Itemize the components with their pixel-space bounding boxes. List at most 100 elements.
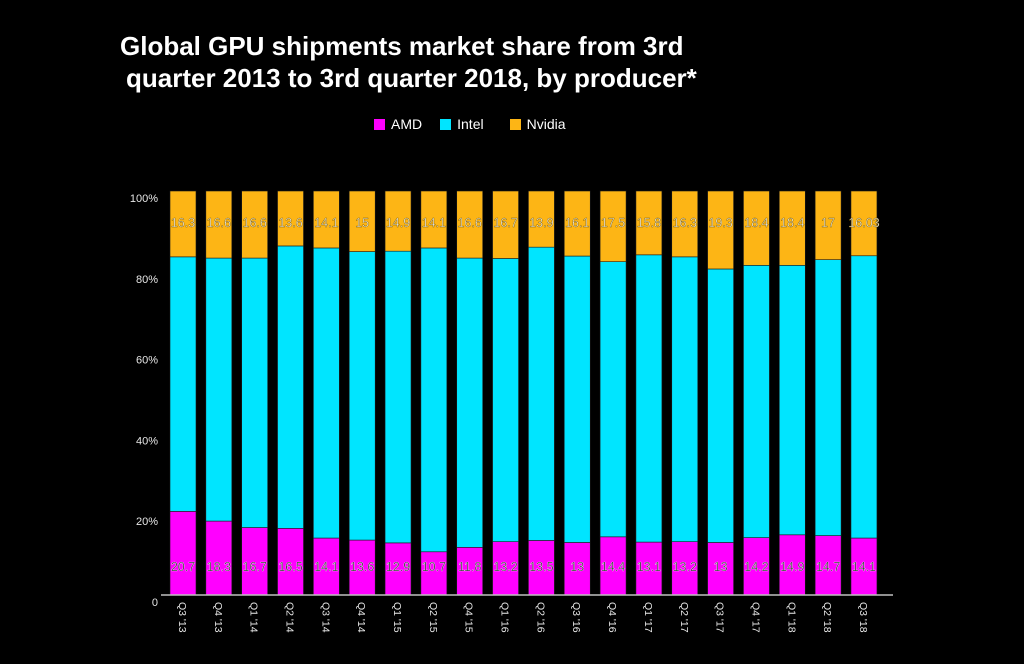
bar-amd-q3-17[interactable] — [707, 542, 734, 596]
bar-amd-q3-18[interactable] — [850, 537, 878, 596]
bar-nvidia-q4-14[interactable] — [348, 190, 376, 252]
y-tick-label-0: 0 — [152, 597, 158, 609]
bar-intel-q4-14[interactable] — [348, 251, 376, 541]
bar-group-q3-16 — [563, 190, 591, 596]
data-label-amd-q4-16: 14.4 — [601, 560, 625, 574]
data-label-nvidia-q3-14: 14.1 — [314, 216, 338, 230]
legend-item-nvidia[interactable]: Nvidia — [509, 116, 566, 132]
bar-nvidia-q1-16[interactable] — [492, 190, 519, 259]
bar-group-q4-13 — [205, 190, 233, 596]
bar-intel-q3-17[interactable] — [707, 268, 734, 543]
bar-nvidia-q2-18[interactable] — [814, 190, 842, 260]
bar-amd-q3-14[interactable] — [313, 537, 340, 596]
bar-intel-q2-15[interactable] — [420, 247, 448, 553]
legend-label-nvidia: Nvidia — [526, 116, 566, 132]
legend-item-intel[interactable]: Intel — [440, 116, 484, 132]
bar-intel-q2-17[interactable] — [671, 256, 699, 542]
bar-intel-q2-18[interactable] — [814, 259, 842, 536]
bar-nvidia-q4-17[interactable] — [743, 190, 770, 266]
data-label-nvidia-q2-18: 17 — [821, 216, 835, 230]
bar-nvidia-q3-18[interactable] — [850, 190, 878, 257]
x-tick-label-q4-16: Q4 '16 — [606, 602, 618, 633]
bar-intel-q2-16[interactable] — [528, 246, 555, 541]
data-label-nvidia-q2-17: 16.3 — [673, 216, 697, 230]
x-tick-label-q1-18: Q1 '18 — [785, 602, 797, 633]
data-label-amd-q2-18: 14.7 — [816, 560, 840, 574]
bar-intel-q1-15[interactable] — [384, 250, 412, 544]
legend-label-amd: AMD — [391, 116, 423, 132]
bar-nvidia-q1-14[interactable] — [241, 190, 268, 259]
bar-intel-q4-17[interactable] — [743, 265, 770, 538]
x-tick-label-q2-14: Q2 '14 — [284, 602, 296, 633]
bar-intel-q3-18[interactable] — [850, 255, 878, 539]
bar-intel-q4-15[interactable] — [456, 257, 484, 548]
legend-label-intel: Intel — [457, 116, 484, 132]
bar-nvidia-q2-16[interactable] — [528, 190, 555, 248]
data-label-amd-q1-14: 16.7 — [243, 560, 267, 574]
data-label-nvidia-q1-18: 18.4 — [780, 216, 804, 230]
bar-group-q1-15 — [384, 190, 412, 596]
bar-amd-q4-16[interactable] — [599, 536, 627, 596]
bar-group-q3-17 — [707, 190, 734, 596]
data-label-nvidia-q2-16: 13.9 — [529, 216, 553, 230]
bar-group-q4-17 — [743, 190, 770, 596]
legend-swatch-intel — [440, 118, 452, 130]
bar-intel-q4-13[interactable] — [205, 257, 233, 522]
x-tick-label-q3-18: Q3 '18 — [857, 602, 869, 633]
bar-intel-q3-16[interactable] — [563, 255, 591, 543]
bar-group-q3-18 — [850, 190, 878, 596]
bar-intel-q1-17[interactable] — [635, 254, 663, 543]
bar-amd-q1-17[interactable] — [635, 541, 663, 596]
x-tick-label-q3-16: Q3 '16 — [570, 602, 582, 633]
x-tick-label-q2-17: Q2 '17 — [678, 602, 690, 633]
bar-group-q3-14 — [313, 190, 340, 596]
data-label-nvidia-q1-15: 14.9 — [386, 216, 410, 230]
bar-nvidia-q4-15[interactable] — [456, 190, 484, 259]
data-label-amd-q3-14: 14.1 — [314, 560, 338, 574]
x-axis: Q3 '13 Q4 '13 Q1 '14 Q2 '14 Q3 '14 Q4 '14 Q1 '… — [176, 602, 869, 633]
bar-intel-q1-14[interactable] — [241, 257, 268, 528]
data-label-nvidia-q3-16: 16.1 — [565, 216, 589, 230]
bar-nvidia-q3-16[interactable] — [563, 190, 591, 257]
bar-intel-q1-16[interactable] — [492, 258, 519, 542]
bar-group-q4-15 — [456, 190, 484, 596]
bar-nvidia-q4-16[interactable] — [599, 190, 627, 262]
x-tick-label-q1-16: Q1 '16 — [499, 602, 511, 633]
bar-nvidia-q1-17[interactable] — [635, 190, 663, 256]
legend-swatch-nvidia — [509, 118, 521, 130]
bar-nvidia-q2-17[interactable] — [671, 190, 699, 258]
bar-amd-q2-17[interactable] — [671, 541, 699, 596]
bar-intel-q1-18[interactable] — [778, 265, 806, 536]
bar-amd-q4-13[interactable] — [205, 520, 233, 596]
y-tick-label-40: 40% — [136, 435, 158, 447]
legend-item-amd[interactable]: AMD — [374, 116, 422, 132]
bar-amd-q2-16[interactable] — [528, 540, 555, 596]
legend-swatch-amd — [374, 118, 385, 130]
bar-intel-q4-16[interactable] — [599, 261, 627, 538]
bar-intel-q2-14[interactable] — [277, 245, 304, 529]
bar-nvidia-q3-17[interactable] — [707, 190, 734, 270]
bar-nvidia-q4-13[interactable] — [205, 190, 233, 259]
bar-intel-q3-14[interactable] — [313, 247, 340, 539]
bar-amd-q1-16[interactable] — [492, 541, 519, 596]
bar-nvidia-q1-15[interactable] — [384, 190, 412, 252]
bar-group-q2-17 — [671, 190, 699, 596]
data-label-nvidia-q4-15: 16.6 — [458, 216, 482, 230]
bar-nvidia-q2-14[interactable] — [277, 190, 304, 247]
bar-amd-q1-15[interactable] — [384, 542, 412, 596]
bar-nvidia-q2-15[interactable] — [420, 190, 448, 249]
data-label-nvidia-q3-17: 19.3 — [708, 216, 732, 230]
bar-amd-q1-18[interactable] — [778, 534, 806, 596]
bar-amd-q3-13[interactable] — [169, 511, 197, 596]
y-tick-label-100: 100% — [130, 193, 158, 205]
bar-nvidia-q3-14[interactable] — [313, 190, 340, 249]
bar-nvidia-q3-13[interactable] — [169, 190, 197, 258]
data-label-nvidia-q4-17: 18.4 — [744, 216, 768, 230]
x-tick-label-q3-13: Q3 '13 — [176, 602, 188, 633]
bar-nvidia-q1-18[interactable] — [778, 190, 806, 266]
bar-intel-q3-13[interactable] — [169, 256, 197, 512]
x-tick-label-q2-15: Q2 '15 — [427, 602, 439, 633]
legend: AMD Intel Nvidia — [374, 116, 584, 132]
data-label-amd-q4-14: 13.6 — [350, 560, 374, 574]
